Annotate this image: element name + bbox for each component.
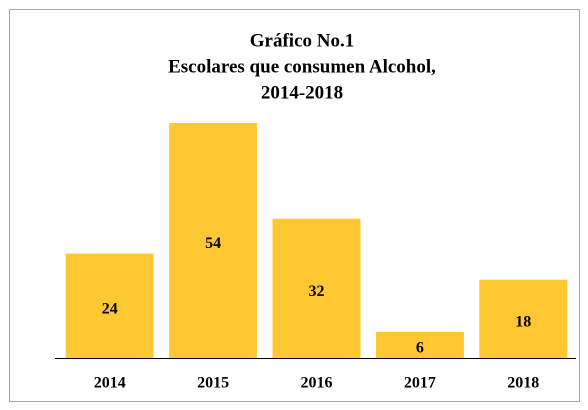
- chart-title: 2014-2018: [261, 82, 343, 103]
- x-tick-label: 2016: [301, 375, 333, 392]
- data-label: 18: [515, 314, 531, 331]
- data-label: 24: [102, 300, 118, 317]
- data-label: 6: [416, 340, 424, 357]
- x-tick-label: 2018: [507, 375, 539, 392]
- bar: [272, 218, 361, 358]
- data-label: 54: [205, 235, 221, 252]
- chart-title: Gráfico No.1: [250, 30, 354, 51]
- chart-title: Escolares que consumen Alcohol,: [168, 56, 436, 77]
- x-tick-label: 2015: [197, 375, 229, 392]
- data-label: 32: [309, 283, 325, 300]
- bar: [479, 279, 568, 358]
- bar: [65, 253, 154, 358]
- bar: [169, 123, 258, 358]
- bar: [375, 331, 464, 358]
- x-tick-label: 2017: [404, 375, 436, 392]
- x-tick-label: 2014: [94, 375, 126, 392]
